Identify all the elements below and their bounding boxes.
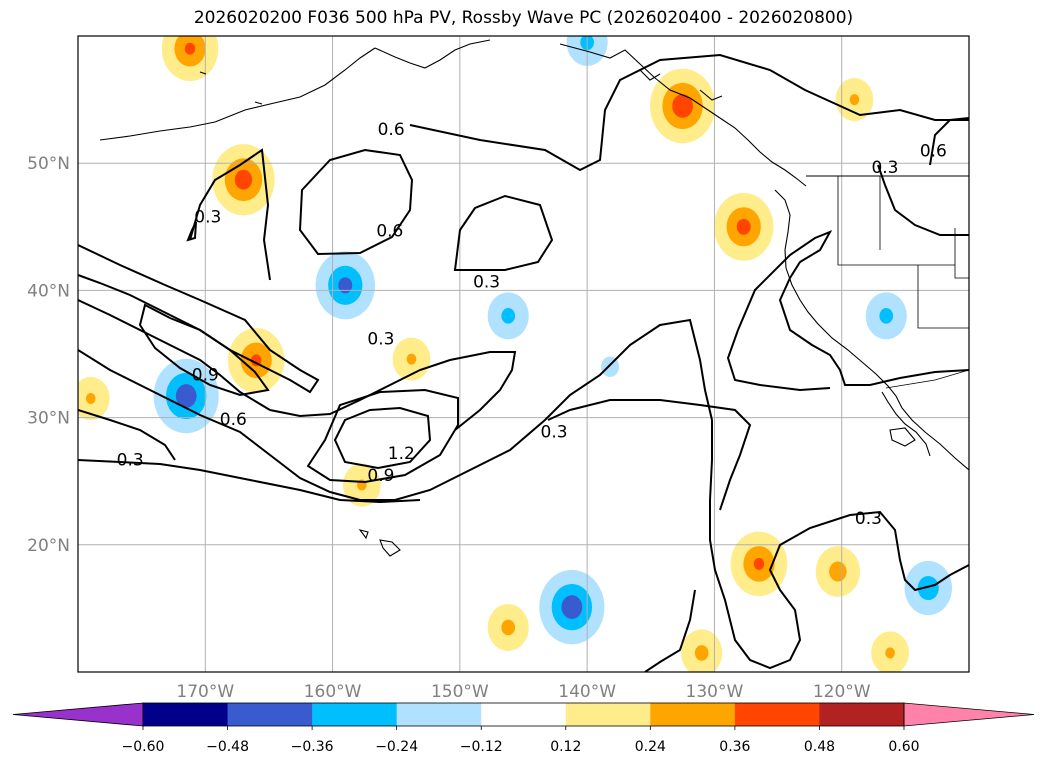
colorbar-tick-label: −0.12 (460, 739, 503, 755)
contour-label: 1.2 (388, 444, 415, 464)
colorbar-extend-max (903, 702, 1035, 727)
anomaly-level-fill (501, 308, 516, 324)
lat-tick-label: 40°N (27, 281, 70, 301)
contour-label: 0.3 (855, 509, 882, 529)
anomaly-blob (227, 328, 285, 393)
lon-tick-label: 130°W (686, 682, 744, 702)
contour-label: 0.6 (376, 222, 403, 242)
colorbar-extend-min (12, 702, 144, 727)
colorbar-tick-label: 0.12 (550, 739, 581, 755)
colorbar-segment (312, 703, 398, 726)
anomaly-level-fill (672, 94, 693, 118)
anomaly-level-fill (829, 561, 847, 582)
anomaly-level-fill (736, 218, 751, 235)
contour-labels: 0.60.30.60.30.30.90.60.3 1.20.90.30.60.30… (117, 120, 947, 529)
anomaly-level-fill (234, 169, 253, 190)
anomaly-blob (835, 78, 874, 122)
anomaly-level-fill (917, 575, 939, 601)
contour-label: 0.3 (473, 272, 500, 292)
anomaly-blob (730, 531, 788, 597)
anomaly-blob (871, 631, 909, 672)
colorbar-tick-label: 0.36 (719, 739, 750, 755)
contour-label: 0.3 (871, 158, 898, 178)
colorbar-tick-label: −0.36 (291, 739, 334, 755)
anomaly-level-fill (85, 393, 96, 405)
colorbar-segment (734, 703, 820, 726)
lat-tick-label: 50°N (27, 154, 70, 174)
anomaly-blob (713, 192, 774, 261)
anomaly-blob (681, 629, 723, 672)
anomaly-blob (904, 560, 953, 616)
colorbar-segment (565, 703, 651, 726)
contour-label: 0.6 (378, 120, 405, 140)
anomaly-level-fill (561, 595, 583, 619)
anomaly-level-fill (501, 619, 516, 636)
contour-label: 0.9 (367, 466, 394, 486)
colorbar-tick-label: −0.48 (206, 739, 249, 755)
contour-label: 0.6 (220, 410, 247, 430)
colorbar-tick-label: −0.24 (375, 739, 418, 755)
anomaly-level-fill (184, 42, 196, 55)
anomaly-blob (650, 68, 716, 144)
colorbar-tick-label: 0.24 (635, 739, 666, 755)
anomaly-level-fill (753, 557, 765, 570)
contour-label: 0.3 (117, 451, 144, 471)
colorbar: −0.60 −0.48 −0.36 −0.24 −0.12 0.12 0.24 0.36 0.4… (12, 702, 1035, 755)
map-frame (77, 35, 970, 673)
chart-title: 2026020200 F036 500 hPa PV, Rossby Wave … (193, 8, 854, 28)
anomaly-level-fill (338, 277, 353, 294)
contour-label: 0.3 (194, 208, 221, 228)
contour-label: 0.3 (541, 423, 568, 443)
anomaly-blob (161, 36, 219, 82)
anomaly-level-fill (175, 384, 197, 408)
anomaly-level-fill (885, 647, 895, 659)
axis-tick-labels: 170°W 160°W 150°W 140°W 130°W 120°W 20°N 30°N 40… (27, 154, 871, 702)
lon-tick-label: 120°W (813, 682, 871, 702)
anomaly-level-fill (406, 353, 417, 365)
colorbar-segment (227, 703, 313, 726)
lat-tick-label: 20°N (27, 536, 70, 556)
anomaly-level-fill (849, 94, 860, 106)
lat-tick-label: 30°N (27, 409, 70, 429)
colorbar-segment (143, 703, 229, 726)
contour-label: 0.3 (367, 330, 394, 350)
colorbar-outline (142, 702, 905, 727)
colorbar-segment (650, 703, 736, 726)
anomaly-blob (865, 292, 907, 340)
colorbar-segment (481, 703, 567, 726)
pv-contours (78, 53, 969, 672)
anomaly-blob (78, 376, 110, 421)
colorbar-segment (819, 703, 905, 726)
anomaly-blob (487, 603, 529, 651)
coastlines (99, 39, 969, 557)
anomaly-blob (487, 292, 529, 340)
lon-tick-label: 160°W (304, 682, 362, 702)
anomaly-blob (153, 358, 219, 434)
contour-label: 0.9 (192, 365, 219, 385)
lon-tick-label: 150°W (431, 682, 489, 702)
anomaly-blob (315, 251, 376, 320)
colorbar-segment (396, 703, 482, 726)
anomaly-level-fill (694, 645, 709, 661)
anomaly-blob (815, 546, 861, 597)
lon-tick-label: 170°W (176, 682, 234, 702)
lon-tick-label: 140°W (558, 682, 616, 702)
contour-label: 0.6 (920, 141, 947, 161)
colorbar-tick-label: 0.48 (804, 739, 835, 755)
anomaly-level-fill (879, 308, 894, 324)
colorbar-tick-label: 0.60 (888, 739, 919, 755)
anomaly-blob (539, 569, 605, 645)
colorbar-tick-label: −0.60 (122, 739, 165, 755)
pv-anomaly-shading (78, 36, 953, 672)
gridlines (78, 36, 969, 672)
